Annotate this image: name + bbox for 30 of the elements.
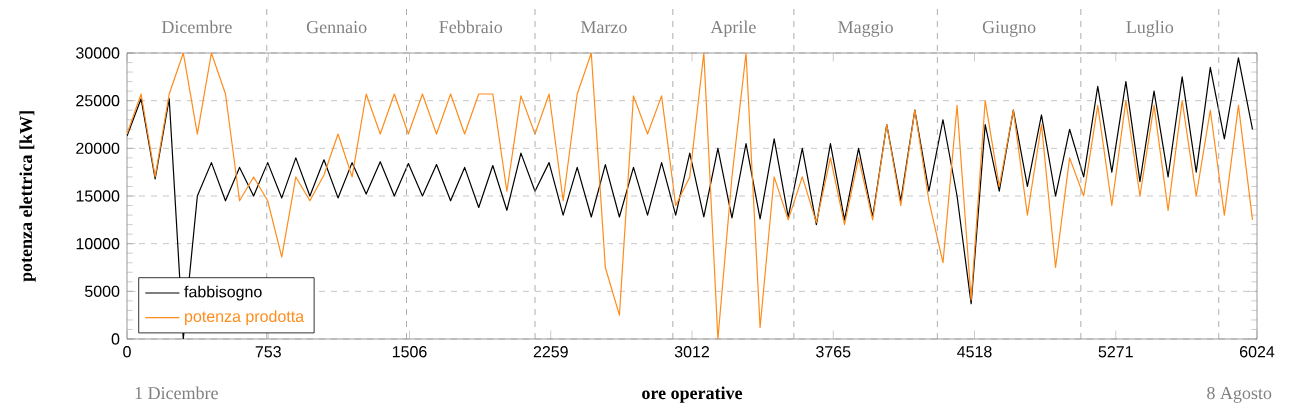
y-tick-label: 15000 (76, 190, 120, 202)
ref-line-label: Aprile (710, 20, 756, 37)
ref-line-label: Giugno (982, 21, 1036, 37)
x-tick-label: 6024 (1240, 346, 1275, 358)
y-tick-label: 25000 (76, 95, 120, 107)
ref-line-label: Luglio (1126, 20, 1174, 37)
x-tick-label: 753 (255, 346, 281, 358)
y-tick-label: 5000 (84, 285, 120, 297)
y-tick-label: 10000 (76, 238, 120, 250)
y-tick-label: 20000 (76, 142, 120, 154)
x-tick-label: 4518 (957, 346, 992, 358)
text: 1 Dicembre (135, 386, 218, 400)
legend-label: fabbisogno (184, 285, 262, 301)
ref-line-label: Marzo (580, 21, 627, 34)
text: 8 Agosto (1207, 387, 1272, 403)
x-tick-label: 0 (123, 346, 131, 358)
x-tick-label: 5271 (1098, 346, 1133, 358)
x-axis-title: ore operative (642, 386, 743, 403)
x-tick-label: 2259 (533, 346, 568, 358)
x-tick-label: 1506 (392, 346, 427, 358)
x-tick-label: 3765 (816, 346, 851, 358)
ref-line-label: Dicembre (161, 20, 232, 34)
x-tick-label: 3012 (674, 346, 709, 358)
y-tick-label: 0 (111, 333, 120, 345)
ref-line-label: Febbraio (439, 20, 503, 34)
ref-line-label: Maggio (838, 21, 893, 37)
y-tick-label: 30000 (76, 47, 120, 59)
legend-label: potenza prodotta (185, 310, 305, 326)
ref-line-label: Gennaio (306, 21, 367, 34)
y-axis-title: potenza elettrica [kW] (19, 111, 36, 282)
